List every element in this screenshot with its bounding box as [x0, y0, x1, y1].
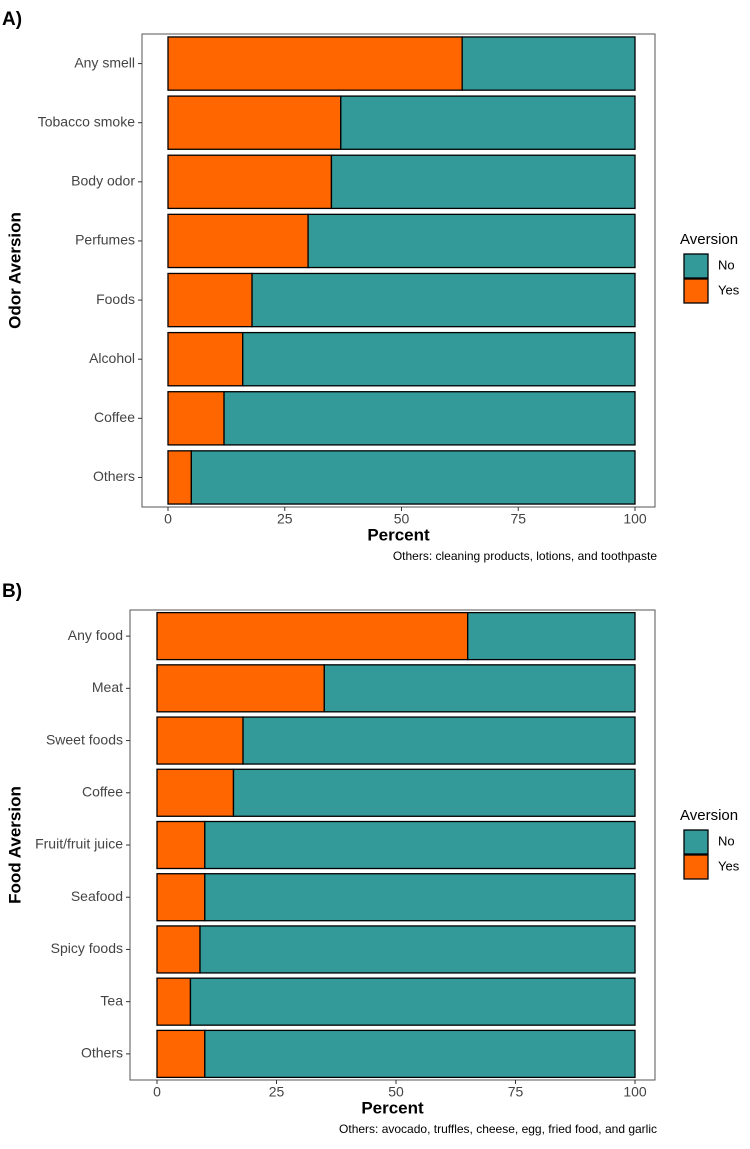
bar-segment	[156, 925, 201, 974]
y-tick-label: Any smell	[74, 54, 135, 70]
legend-key	[683, 278, 709, 304]
x-tick-label: 0	[153, 1084, 161, 1100]
x-tick-label: 50	[388, 1084, 404, 1100]
bar-segment	[323, 664, 636, 713]
bar-segment	[189, 977, 636, 1026]
y-tick-label: Others	[93, 468, 135, 484]
bar-segment	[330, 154, 636, 210]
bar-segment	[156, 768, 235, 817]
bar-segment	[156, 1029, 206, 1079]
bar-segment	[156, 873, 206, 922]
y-tick-label: Tea	[100, 992, 123, 1008]
y-tick-label: Perfumes	[75, 232, 135, 248]
y-tick-label: Sweet foods	[46, 731, 123, 747]
y-tick-label: Tobacco smoke	[38, 113, 135, 129]
bar-segment	[204, 873, 636, 922]
y-tick-label: Seafood	[71, 888, 123, 904]
y-tick-label: Fruit/fruit juice	[35, 836, 123, 852]
y-tick-label: Coffee	[94, 409, 135, 425]
y-tick-label: Alcohol	[89, 350, 135, 366]
bar-segment	[167, 95, 342, 150]
legend-key	[683, 854, 709, 880]
bar-segment	[167, 272, 253, 328]
y-axis-label: Food Aversion	[5, 786, 24, 904]
plot-border	[141, 33, 656, 508]
bar-segment	[204, 820, 636, 870]
bar-segment	[156, 664, 325, 713]
x-tick-label: 100	[623, 511, 647, 527]
legend-label: Yes	[718, 282, 740, 297]
x-axis-label: Percent	[367, 525, 430, 544]
legend-title: Aversion	[680, 807, 738, 824]
bar-segment	[167, 450, 193, 505]
legend-key	[683, 829, 709, 855]
x-tick-label: 50	[394, 511, 410, 527]
bar-segment	[242, 716, 636, 765]
x-tick-label: 75	[508, 1084, 524, 1100]
x-tick-label: 0	[164, 511, 172, 527]
bar-segment	[156, 977, 192, 1026]
legend-label: No	[718, 257, 735, 272]
y-tick-label: Body odor	[71, 173, 135, 189]
caption: Others: avocado, truffles, cheese, egg, …	[339, 1122, 657, 1136]
panel-label: A)	[2, 9, 22, 30]
y-axis-label: Odor Aversion	[5, 212, 24, 329]
bar-segment	[156, 716, 244, 765]
legend-label: Yes	[718, 858, 740, 873]
caption: Others: cleaning products, lotions, and …	[393, 549, 657, 563]
y-tick-label: Spicy foods	[51, 940, 123, 956]
bar-segment	[461, 36, 636, 91]
bar-segment	[167, 36, 463, 91]
legend-label: No	[718, 833, 735, 848]
bar-segment	[340, 95, 636, 150]
bar-segment	[167, 154, 333, 210]
x-tick-label: 75	[510, 511, 526, 527]
bar-segment	[156, 820, 206, 870]
bar-segment	[167, 213, 309, 269]
bar-segment	[167, 391, 225, 446]
bar-segment	[307, 213, 636, 269]
bar-segment	[251, 272, 636, 328]
y-tick-label: Meat	[92, 679, 123, 695]
legend-title: Aversion	[680, 231, 738, 248]
y-tick-label: Coffee	[82, 783, 123, 799]
bar-segment	[167, 331, 244, 387]
panel-label: B)	[2, 581, 22, 602]
x-tick-label: 100	[623, 1084, 647, 1100]
bar-segment	[242, 331, 636, 387]
bar-segment	[467, 611, 636, 661]
y-tick-label: Foods	[96, 291, 135, 307]
bar-segment	[223, 391, 636, 446]
x-tick-label: 25	[277, 511, 293, 527]
y-tick-label: Others	[81, 1045, 123, 1061]
bar-segment	[199, 925, 636, 974]
bar-segment	[190, 450, 636, 505]
x-axis-label: Percent	[361, 1098, 424, 1117]
legend-key	[683, 253, 709, 279]
bar-segment	[232, 768, 636, 817]
bar-segment	[204, 1029, 636, 1079]
y-tick-label: Any food	[68, 627, 123, 643]
bar-segment	[156, 611, 469, 661]
x-tick-label: 25	[269, 1084, 285, 1100]
